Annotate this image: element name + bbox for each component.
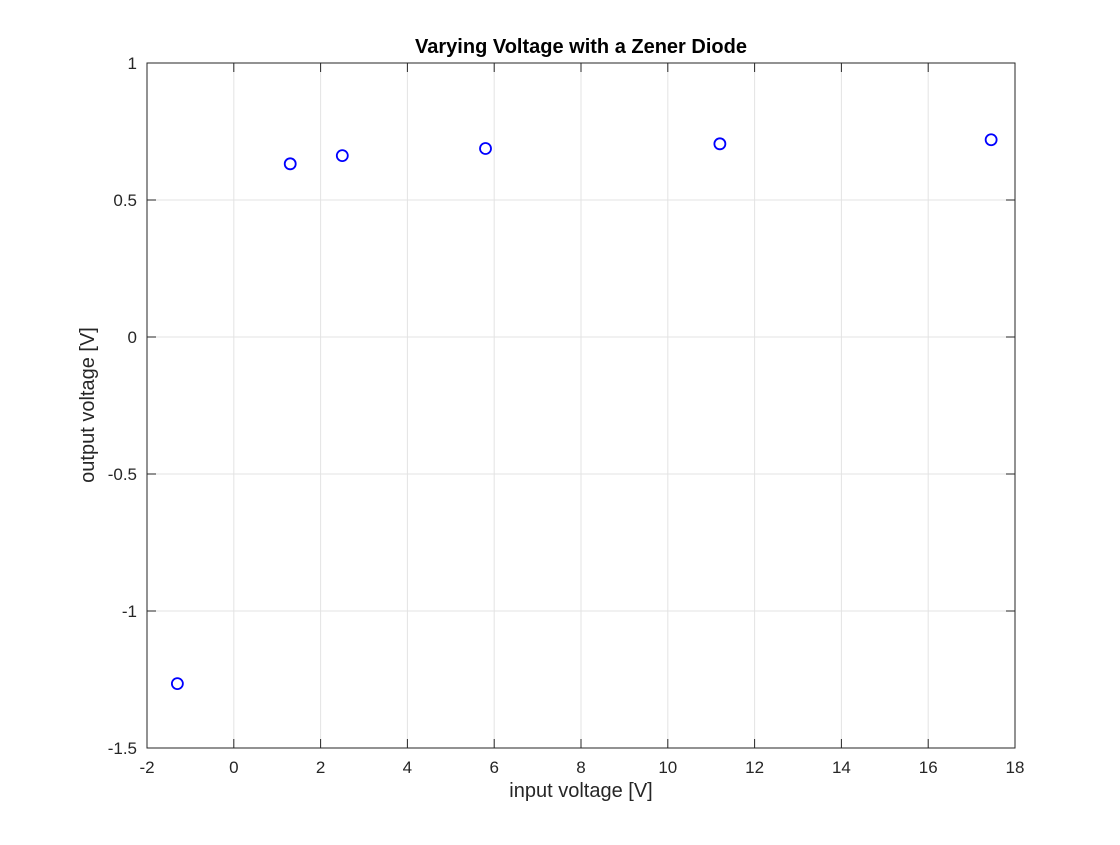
data-point — [479, 142, 492, 155]
x-tick-label: 12 — [745, 758, 764, 777]
y-tick-label: -1.5 — [108, 739, 137, 758]
x-tick-label: -2 — [139, 758, 154, 777]
y-tick-label: 0 — [128, 328, 137, 347]
x-tick-label: 16 — [919, 758, 938, 777]
y-tick-label: 0.5 — [113, 191, 137, 210]
y-axis-label: output voltage [V] — [77, 327, 99, 483]
x-tick-label: 0 — [229, 758, 238, 777]
y-tick-label: -0.5 — [108, 465, 137, 484]
x-axis-label: input voltage [V] — [509, 780, 652, 802]
grid-lines — [147, 63, 1015, 748]
y-tick-label: 1 — [128, 54, 137, 73]
y-tick-label: -1 — [122, 602, 137, 621]
data-point — [984, 133, 998, 147]
x-tick-label: 8 — [576, 758, 585, 777]
data-points — [170, 133, 998, 691]
x-tick-label: 6 — [489, 758, 498, 777]
chart-title: Varying Voltage with a Zener Diode — [415, 36, 747, 58]
x-ticks: -2 0 2 4 6 8 10 12 14 16 18 — [139, 63, 1024, 777]
y-ticks: -1.5 -1 -0.5 0 0.5 1 — [108, 54, 1015, 758]
data-point — [283, 157, 297, 171]
x-tick-label: 14 — [832, 758, 851, 777]
x-tick-label: 18 — [1006, 758, 1025, 777]
x-tick-label: 10 — [658, 758, 677, 777]
data-point — [335, 149, 349, 163]
x-tick-label: 2 — [316, 758, 325, 777]
x-tick-label: 4 — [403, 758, 412, 777]
data-point — [713, 137, 727, 151]
data-point — [170, 677, 184, 691]
